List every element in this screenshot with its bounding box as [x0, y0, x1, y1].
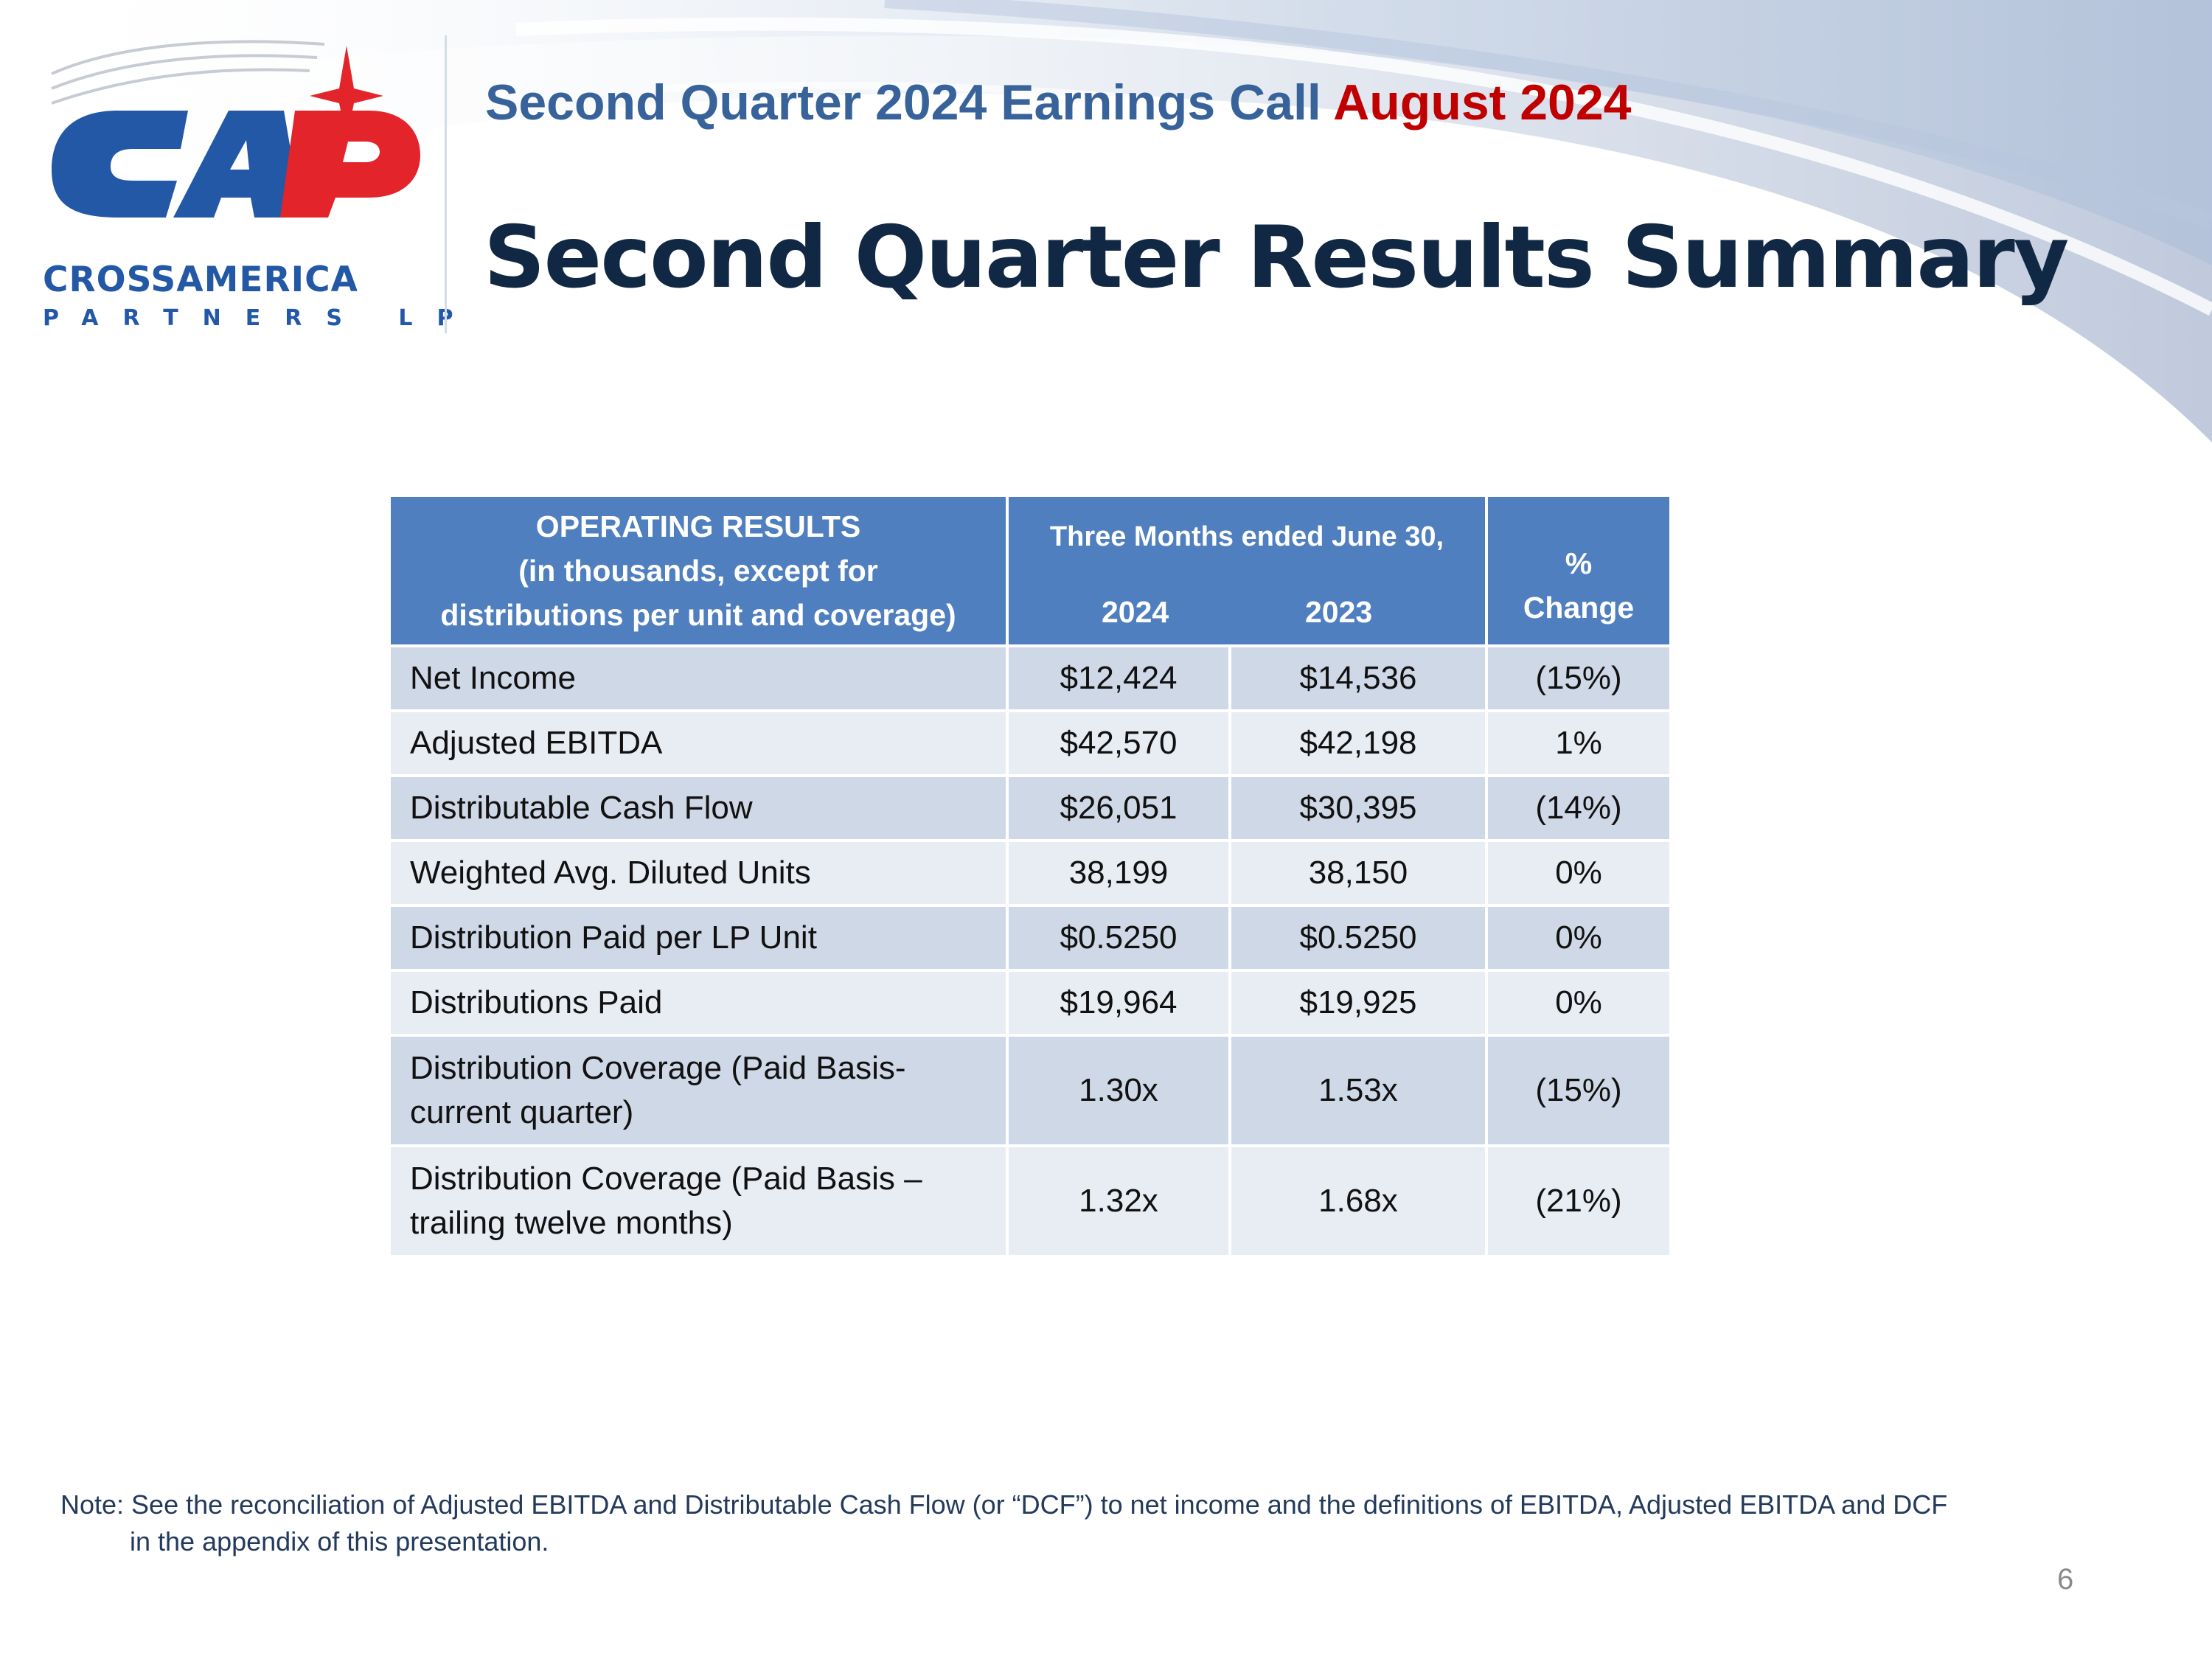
- background-swoosh: [0, 0, 2212, 475]
- row-label: Adjusted EBITDA: [391, 712, 1006, 774]
- header-line: %: [1565, 546, 1593, 580]
- period-header: Three Months ended June 30, 2024 2023: [1009, 497, 1485, 644]
- table-row: Distribution Coverage (Paid Basis- curre…: [391, 1037, 1669, 1144]
- page-title: Second Quarter Results Summary: [484, 208, 2069, 307]
- row-label-line: Distribution Coverage (Paid Basis –: [410, 1161, 922, 1197]
- value-change: 1%: [1488, 712, 1669, 774]
- year-2023-header: 2023: [1305, 595, 1373, 629]
- row-label: Weighted Avg. Diluted Units: [391, 842, 1006, 904]
- header-line: Change: [1523, 591, 1635, 625]
- value-change: 0%: [1488, 907, 1669, 969]
- table-row: Distributable Cash Flow $26,051 $30,395 …: [391, 777, 1669, 839]
- value-2024: $0.5250: [1009, 907, 1228, 969]
- header-divider: [445, 35, 447, 333]
- logo-company-name: CROSSAMERICA: [43, 260, 359, 300]
- table-row: Distribution Coverage (Paid Basis – trai…: [391, 1147, 1669, 1255]
- value-2023: $19,925: [1231, 972, 1485, 1034]
- value-change: (15%): [1488, 647, 1669, 709]
- logo-company-subtitle: PARTNERS LP: [43, 305, 478, 331]
- period-label: Three Months ended June 30,: [1049, 521, 1444, 552]
- table-row: Weighted Avg. Diluted Units 38,199 38,15…: [391, 842, 1669, 904]
- footnote-line: in the appendix of this presentation.: [130, 1526, 549, 1557]
- table-row: Net Income $12,424 $14,536 (15%): [391, 647, 1669, 709]
- value-2023: 1.53x: [1231, 1037, 1485, 1144]
- row-label-line: current quarter): [410, 1094, 634, 1130]
- company-logo: [51, 40, 420, 218]
- page-number: 6: [2057, 1563, 2074, 1596]
- table-header-row: OPERATING RESULTS (in thousands, except …: [391, 497, 1669, 644]
- row-label-line: Distribution Coverage (Paid Basis-: [410, 1050, 906, 1086]
- value-2024: $12,424: [1009, 647, 1228, 709]
- change-header: % Change: [1488, 497, 1669, 644]
- value-2023: $30,395: [1231, 777, 1485, 839]
- subtitle-text: Second Quarter 2024 Earnings Call: [485, 74, 1321, 131]
- value-2024: $42,570: [1009, 712, 1228, 774]
- row-label-line: trailing twelve months): [410, 1205, 733, 1241]
- value-change: (21%): [1488, 1147, 1669, 1255]
- header-line: (in thousands, except for: [518, 554, 878, 588]
- value-2023: $42,198: [1231, 712, 1485, 774]
- row-label: Distribution Coverage (Paid Basis- curre…: [391, 1037, 1006, 1144]
- value-2024: $19,964: [1009, 972, 1228, 1034]
- value-change: (15%): [1488, 1037, 1669, 1144]
- value-2024: $26,051: [1009, 777, 1228, 839]
- presentation-subtitle: Second Quarter 2024 Earnings Call August…: [485, 74, 1632, 131]
- footnote-line: Note: See the reconciliation of Adjusted…: [60, 1489, 1948, 1520]
- value-2024: 1.30x: [1009, 1037, 1228, 1144]
- header-line: distributions per unit and coverage): [440, 598, 956, 632]
- value-2023: 38,150: [1231, 842, 1485, 904]
- footnote: Note: See the reconciliation of Adjusted…: [60, 1486, 2096, 1560]
- table-row: Adjusted EBITDA $42,570 $42,198 1%: [391, 712, 1669, 774]
- operating-results-header: OPERATING RESULTS (in thousands, except …: [391, 497, 1006, 644]
- header-line: OPERATING RESULTS: [535, 509, 861, 543]
- value-2023: $14,536: [1231, 647, 1485, 709]
- value-2023: 1.68x: [1231, 1147, 1485, 1255]
- row-label: Distribution Coverage (Paid Basis – trai…: [391, 1147, 1006, 1255]
- value-2023: $0.5250: [1231, 907, 1485, 969]
- subtitle-date: August 2024: [1333, 74, 1632, 131]
- table-row: Distribution Paid per LP Unit $0.5250 $0…: [391, 907, 1669, 969]
- operating-results-table: OPERATING RESULTS (in thousands, except …: [388, 494, 1672, 1258]
- value-2024: 1.32x: [1009, 1147, 1228, 1255]
- row-label: Distribution Paid per LP Unit: [391, 907, 1006, 969]
- value-change: (14%): [1488, 777, 1669, 839]
- table-row: Distributions Paid $19,964 $19,925 0%: [391, 972, 1669, 1034]
- row-label: Distributions Paid: [391, 972, 1006, 1034]
- value-2024: 38,199: [1009, 842, 1228, 904]
- value-change: 0%: [1488, 972, 1669, 1034]
- row-label: Distributable Cash Flow: [391, 777, 1006, 839]
- value-change: 0%: [1488, 842, 1669, 904]
- row-label: Net Income: [391, 647, 1006, 709]
- year-2024-header: 2024: [1102, 595, 1169, 629]
